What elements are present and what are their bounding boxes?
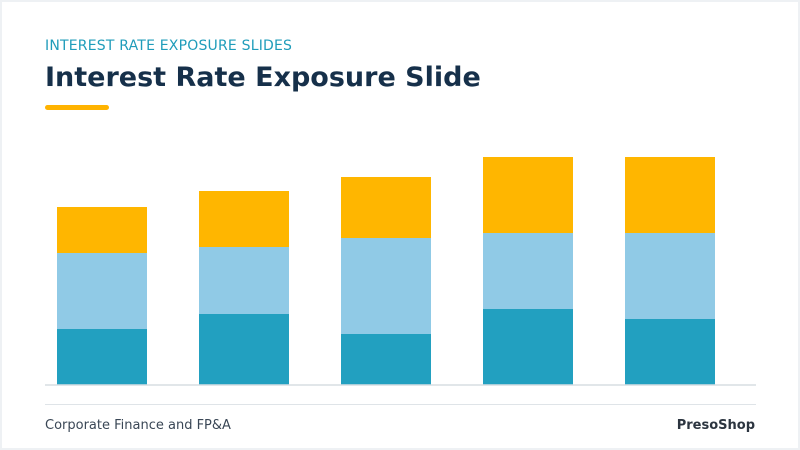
- bar-4-segment-top: [483, 157, 573, 233]
- bar-2-segment-top: [199, 191, 289, 247]
- bar-1-segment-top: [57, 207, 147, 253]
- bar-2-segment-middle: [199, 247, 289, 314]
- bar-3-segment-middle: [341, 238, 431, 334]
- bar-3-segment-bottom: [341, 334, 431, 385]
- footer-divider: [45, 404, 756, 405]
- bar-1-segment-middle: [57, 253, 147, 329]
- bar-5-segment-bottom: [625, 319, 715, 385]
- title-accent-bar: [45, 105, 109, 110]
- bar-3-segment-top: [341, 177, 431, 238]
- chart-bars: [57, 157, 715, 385]
- slide-title: Interest Rate Exposure Slide: [45, 62, 481, 93]
- footer-department: Corporate Finance and FP&A: [45, 418, 231, 433]
- bar-4-segment-middle: [483, 233, 573, 309]
- bar-4-segment-bottom: [483, 309, 573, 385]
- bar-5-segment-middle: [625, 233, 715, 319]
- bar-1-segment-bottom: [57, 329, 147, 385]
- footer-brand: PresoShop: [676, 418, 755, 433]
- bar-2-segment-bottom: [199, 314, 289, 385]
- bar-5-segment-top: [625, 157, 715, 233]
- slide-kicker: INTEREST RATE EXPOSURE SLIDES: [45, 38, 293, 54]
